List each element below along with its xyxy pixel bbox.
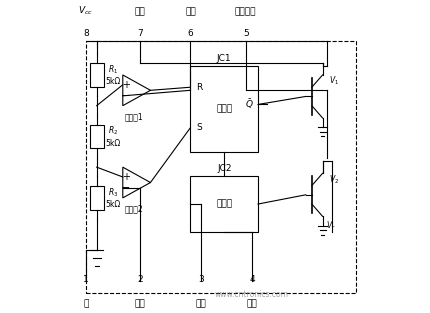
Text: +: + [122,80,130,90]
Text: $R_3$
5kΩ: $R_3$ 5kΩ [105,187,120,209]
Text: 输出级: 输出级 [216,199,232,208]
Text: $V_2$: $V_2$ [329,173,339,186]
Bar [190,66,258,152]
Text: 1: 1 [83,275,89,284]
Bar [90,63,104,87]
Text: 3: 3 [198,275,204,284]
Text: www.cntronics.com: www.cntronics.com [215,290,289,299]
Bar [90,125,104,148]
Text: 输出: 输出 [196,300,206,309]
Text: 8: 8 [83,29,89,38]
Text: $V_{cc}$: $V_{cc}$ [78,4,93,17]
Text: 6: 6 [187,29,194,38]
Text: $\bar{Q}$: $\bar{Q}$ [245,98,253,111]
Text: S: S [196,123,202,132]
Text: 7: 7 [137,29,143,38]
Bar [190,176,258,232]
Text: 4: 4 [249,275,255,284]
Text: JC1: JC1 [217,54,231,63]
Text: $R_2$
5kΩ: $R_2$ 5kΩ [105,125,120,148]
Text: 门限: 门限 [185,8,196,17]
Text: 5: 5 [243,29,249,38]
Text: +: + [122,172,130,182]
Text: 触发: 触发 [134,300,145,309]
Text: 控制电压: 控制电压 [235,8,256,17]
Text: R: R [196,83,202,92]
Text: $V_r$: $V_r$ [326,219,335,232]
Text: −: − [121,183,131,193]
Text: 地: 地 [83,300,89,309]
Text: 比较器2: 比较器2 [124,205,143,214]
Text: 放电: 放电 [134,8,145,17]
Text: −: − [121,91,131,101]
Text: JC2: JC2 [217,164,231,173]
Text: $R_1$
5kΩ: $R_1$ 5kΩ [105,64,120,86]
Text: 复位: 复位 [246,300,257,309]
Bar [90,186,104,210]
Text: 比较器1: 比较器1 [124,112,143,121]
Text: 触发器: 触发器 [216,104,232,113]
Text: 2: 2 [137,275,142,284]
Text: $V_1$: $V_1$ [329,75,339,87]
